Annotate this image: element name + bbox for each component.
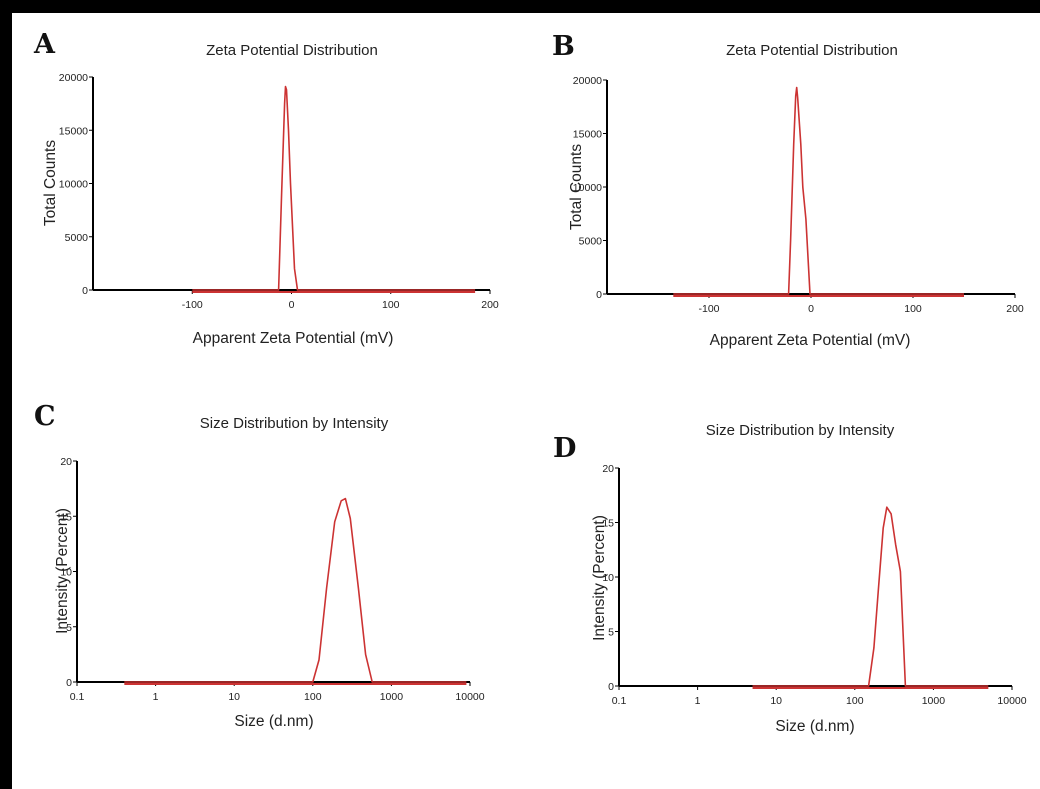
panel-b-xlabel: Apparent Zeta Potential (mV) xyxy=(710,332,911,349)
panel-b-ytick-label: 10000 xyxy=(573,182,602,194)
panel-b-title: Zeta Potential Distribution xyxy=(726,42,898,59)
panel-c-xlabel: Size (d.nm) xyxy=(234,713,313,730)
panel-d-xtick-label: 10000 xyxy=(997,695,1026,707)
panel-b-ytick-label: 5000 xyxy=(579,236,603,248)
panel-b-xtick-label: -100 xyxy=(698,303,719,315)
panel-d-xtick-label: 1 xyxy=(695,695,701,707)
panel-d-ytick-label: 15 xyxy=(602,518,614,530)
panel-b-series-line xyxy=(673,86,964,295)
panel-a-title: Zeta Potential Distribution xyxy=(206,42,378,59)
panel-b-xtick-label: 0 xyxy=(808,303,814,315)
panel-c-ylabel: Intensity (Percent) xyxy=(54,508,71,634)
panel-b-letter: B xyxy=(552,31,575,62)
panel-b: B Zeta Potential Distribution Total Counts… xyxy=(552,31,1024,349)
panel-a-series-line xyxy=(192,85,476,291)
panel-d-series-line xyxy=(752,506,989,687)
panel-c-ytick-label: 20 xyxy=(60,456,72,468)
panel-c-ytick-label: 10 xyxy=(60,567,72,579)
panel-d-ytick-label: 0 xyxy=(608,681,614,693)
panel-a-ytick-label: 0 xyxy=(82,285,88,297)
panel-d: D Size Distribution by Intensity Intensity… xyxy=(553,422,1027,735)
panel-a-xtick-label: 200 xyxy=(481,299,499,311)
panel-a-ylabel: Total Counts xyxy=(42,140,59,226)
panel-c-xtick-label: 10 xyxy=(228,691,240,703)
panel-a-ytick-label: 20000 xyxy=(59,72,88,84)
panel-a: A Zeta Potential Distribution Total Counts… xyxy=(33,29,499,347)
panel-d-letter: D xyxy=(553,433,576,464)
chart-figure: A Zeta Potential Distribution Total Counts… xyxy=(33,29,1027,735)
panel-c-series-line xyxy=(124,497,467,683)
panel-b-ytick-label: 0 xyxy=(596,289,602,301)
panel-c-ytick-label: 0 xyxy=(66,677,72,689)
panel-a-letter: A xyxy=(33,29,56,60)
panel-d-ytick-label: 5 xyxy=(608,627,614,639)
panel-c-xtick-label: 100 xyxy=(304,691,322,703)
panel-c: C Size Distribution by Intensity Intensity… xyxy=(34,401,485,730)
panel-a-xlabel: Apparent Zeta Potential (mV) xyxy=(193,330,394,347)
panel-a-ytick-label: 5000 xyxy=(65,232,89,244)
panel-c-title: Size Distribution by Intensity xyxy=(200,415,389,432)
figure: A Zeta Potential Distribution Total Counts… xyxy=(12,13,1040,789)
panel-c-ytick-label: 15 xyxy=(60,511,72,523)
panel-a-ytick-label: 10000 xyxy=(59,179,88,191)
panel-d-xtick-label: 10 xyxy=(770,695,782,707)
panel-c-xtick-label: 10000 xyxy=(455,691,484,703)
panel-d-xtick-label: 100 xyxy=(846,695,864,707)
panel-a-xtick-label: 0 xyxy=(289,299,295,311)
panel-c-letter: C xyxy=(34,401,56,432)
panel-a-ytick-label: 15000 xyxy=(59,125,88,137)
panel-c-ytick-label: 5 xyxy=(66,622,72,634)
panel-d-title: Size Distribution by Intensity xyxy=(706,422,895,439)
panel-b-ylabel: Total Counts xyxy=(568,144,585,230)
panel-d-ytick-label: 10 xyxy=(602,572,614,584)
panel-d-xtick-label: 0.1 xyxy=(612,695,627,707)
panel-c-xtick-label: 1000 xyxy=(380,691,404,703)
panel-d-xtick-label: 1000 xyxy=(922,695,946,707)
panel-d-ytick-label: 20 xyxy=(602,463,614,475)
panel-a-xtick-label: 100 xyxy=(382,299,400,311)
panel-a-xtick-label: -100 xyxy=(182,299,203,311)
panel-c-xtick-label: 0.1 xyxy=(70,691,85,703)
panel-c-xtick-label: 1 xyxy=(153,691,159,703)
panel-b-ytick-label: 15000 xyxy=(573,129,602,141)
panel-b-ytick-label: 20000 xyxy=(573,75,602,87)
panel-d-xlabel: Size (d.nm) xyxy=(775,718,854,735)
panel-b-xtick-label: 200 xyxy=(1006,303,1024,315)
panel-b-xtick-label: 100 xyxy=(904,303,922,315)
panel-d-ylabel: Intensity (Percent) xyxy=(591,515,608,641)
